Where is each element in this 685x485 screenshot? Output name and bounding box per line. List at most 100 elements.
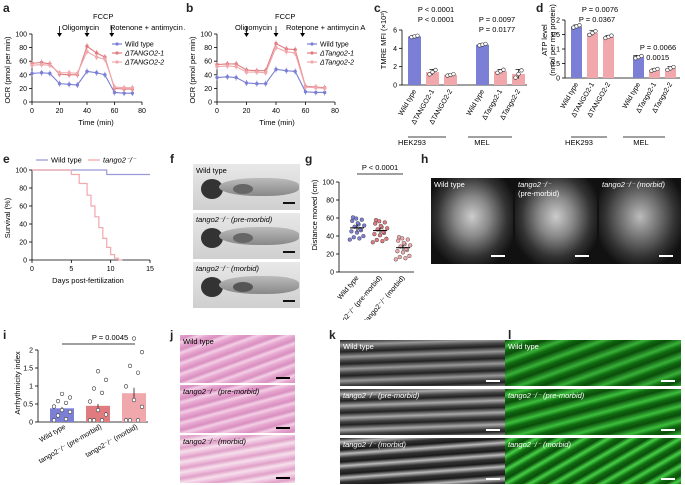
series-line (216, 68, 325, 94)
data-point (215, 75, 219, 80)
replicate-dot (593, 29, 598, 34)
caption-line-2: (pre-morbid) (518, 189, 560, 198)
x-tick-label: 0 (30, 266, 34, 273)
data-point (59, 391, 65, 397)
arrow-head (84, 33, 90, 37)
series-line (31, 70, 133, 94)
panel-label-j: j (170, 328, 174, 342)
legend-entry: tango2⁻/⁻ (103, 156, 137, 165)
p-value-4: P = 0.0015 (633, 53, 669, 62)
data-point (94, 55, 99, 59)
he-image-pre-morbid: tango2⁻/⁻ (pre-morbid) (180, 385, 295, 433)
replicate-dot (451, 72, 456, 77)
caption: tango2⁻/⁻ (morbid) (183, 437, 246, 446)
replicate-dot (513, 75, 518, 80)
data-point (127, 363, 133, 368)
legend-marker (115, 42, 119, 46)
data-point (87, 399, 93, 404)
y-tick-label: 0.5 (23, 402, 33, 409)
caption: Wild type (508, 342, 539, 351)
data-point (349, 229, 354, 234)
replicate-dot (433, 67, 438, 73)
y-tick-label: 0 (23, 100, 27, 107)
bar (408, 36, 421, 85)
data-point (131, 397, 137, 403)
data-point (382, 220, 387, 225)
legend-entry: ΔTANGO2-1 (124, 51, 164, 58)
y-axis-label: Arrhythmicity index (13, 351, 22, 415)
y-axis-label: Distance moved (cm) (310, 179, 319, 250)
arrow-head (57, 33, 62, 37)
replicate-dot (577, 23, 582, 28)
data-point (293, 69, 297, 74)
data-point (139, 350, 145, 355)
ocr-line-chart-b: Oligomycin FCCP Rotenone + antimycin A O… (188, 12, 365, 127)
data-point (374, 237, 379, 243)
caption: tango2⁻/⁻ (morbid) (343, 440, 406, 449)
y-tick-label: 40 (204, 72, 212, 79)
green-image-pre-morbid: tango2⁻/⁻ (pre-morbid) (505, 389, 681, 435)
panel-label-g: g (305, 152, 313, 166)
data-point (225, 64, 230, 68)
survival-curve (32, 169, 150, 176)
panel-label-d: d (536, 1, 544, 15)
data-point (39, 62, 44, 67)
legend-marker (115, 60, 119, 64)
data-point (112, 85, 117, 89)
y-tick-label: 60 (204, 59, 212, 66)
data-point (85, 49, 89, 54)
x-tick-label: 60 (111, 108, 119, 115)
data-point (48, 71, 52, 76)
y-tick-label: 0 (29, 420, 33, 427)
data-point (234, 64, 238, 69)
data-point (396, 238, 401, 243)
replicate-dot (415, 33, 420, 38)
panel-label-f: f (170, 152, 174, 166)
y-tick-label: 40 (19, 72, 27, 79)
p-value-2: P < 0.0001 (418, 15, 454, 24)
caption: tango2⁻/⁻ (pre-morbid) (196, 215, 273, 224)
x-tick-label: 60 (302, 108, 310, 115)
y-axis-label: Survival (%) (3, 197, 12, 238)
data-point (322, 86, 327, 91)
data-point (234, 75, 238, 80)
replicate-dot (590, 30, 595, 36)
replicate-dot (501, 67, 506, 72)
group-label-mel: MEL (474, 138, 489, 147)
p-value: P = 0.0045 (92, 333, 128, 342)
p-value-4: P = 0.0177 (479, 25, 515, 34)
bar (633, 57, 644, 78)
legend-marker (310, 51, 314, 55)
data-point (67, 82, 71, 87)
data-point (395, 249, 400, 254)
y-tick-label: 20 (19, 86, 27, 93)
caption: tango2⁻/⁻ (pre-morbid) (183, 387, 260, 396)
y-tick-label: 80 (19, 186, 27, 193)
group-label-mel: MEL (633, 138, 648, 147)
data-point (357, 236, 362, 241)
y-tick-label: 1 (29, 384, 33, 391)
data-point (94, 51, 99, 55)
he-image-morbid: tango2⁻/⁻ (morbid) (180, 435, 295, 483)
x-tick-label: tango2⁻/⁻ (morbid) (363, 275, 406, 320)
survival-chart: Survival (%) Days post-fertilization 0 20… (3, 156, 154, 286)
y-tick-label: 1 (556, 47, 560, 54)
survival-curve (32, 169, 123, 261)
y-tick-label: 2 (556, 18, 560, 25)
data-point (103, 377, 109, 382)
legend-marker (310, 42, 314, 46)
zebrafish-image-stack: Wild type tango2⁻/⁻ (pre-morbid) tango2⁻… (193, 164, 300, 308)
data-point (51, 418, 57, 423)
data-point (75, 71, 80, 76)
data-point (322, 90, 327, 95)
data-point (63, 417, 69, 422)
panel-label-k: k (329, 328, 336, 342)
data-point (123, 384, 129, 389)
data-point (95, 369, 101, 374)
data-point (274, 41, 278, 46)
panel-label-b: b (186, 1, 194, 15)
legend-marker (310, 60, 314, 64)
y-tick-label: 80 (19, 45, 27, 52)
data-point (103, 412, 109, 417)
panel-label-l: l (508, 328, 512, 342)
